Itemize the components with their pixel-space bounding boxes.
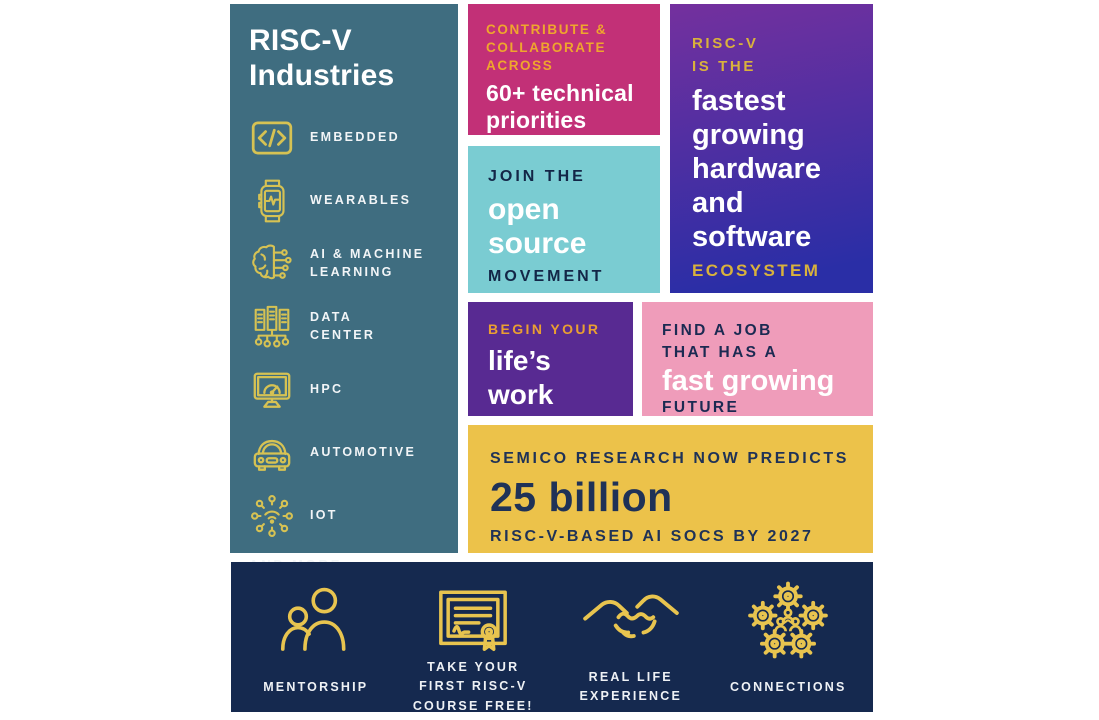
footer-label: TAKE YOUR FIRST RISC-V COURSE FREE! [412, 659, 534, 713]
industry-item-automotive: AUTOMOTIVE [249, 431, 444, 475]
find-job-tile: FIND A JOB THAT HAS A fast growing FUTUR… [642, 302, 873, 416]
ecosystem-highlight: fastest growing hardware and software [692, 85, 821, 253]
open-source-top: JOIN THE [488, 168, 586, 185]
lifes-work-highlight: life’s work [488, 345, 554, 410]
industry-item-embedded: EMBEDDED [249, 116, 444, 160]
connections-gears-icon [746, 578, 830, 663]
industry-item-wearables: WEARABLES [249, 179, 444, 223]
find-job-bottom: FUTURE [662, 399, 740, 417]
benefits-footer: MENTORSHIP TAKE YOUR FIRST RISC-V COURSE… [231, 562, 873, 713]
contribute-heading: CONTRIBUTE & COLLABORATE ACROSS [486, 22, 608, 73]
ecosystem-top: RISC-V IS THE [692, 35, 759, 75]
find-job-top: FIND A JOB THAT HAS A [662, 322, 779, 361]
footer-label: MENTORSHIP [263, 679, 369, 694]
industry-label: AI & MACHINE LEARNING [310, 247, 425, 279]
industry-label: IOT [310, 507, 338, 522]
data-center-icon [249, 304, 295, 350]
footer-label: CONNECTIONS [729, 679, 847, 694]
hpc-monitor-gauge-icon [249, 367, 295, 413]
industry-item-data-center: DATA CENTER [249, 305, 444, 349]
ecosystem-tile: RISC-V IS THE fastest growing hardware a… [670, 4, 873, 293]
prediction-highlight: 25 billion [490, 474, 673, 520]
industry-item-iot: IOT [249, 494, 444, 538]
footer-item-course: TAKE YOUR FIRST RISC-V COURSE FREE! [395, 578, 553, 713]
industry-item-hpc: HPC [249, 368, 444, 412]
contribute-tile: CONTRIBUTE & COLLABORATE ACROSS 60+ tech… [468, 4, 660, 135]
ecosystem-bottom: ECOSYSTEM [692, 260, 821, 280]
industries-panel: RISC-V Industries EMBEDDED [230, 4, 458, 572]
smartwatch-icon [249, 178, 295, 224]
industry-label: DATA CENTER [310, 310, 376, 342]
open-source-tile: JOIN THE open source MOVEMENT [468, 146, 660, 293]
industry-label: EMBEDDED [310, 129, 400, 144]
handshake-icon [581, 578, 681, 663]
find-job-highlight: fast growing [662, 365, 835, 397]
open-source-highlight: open source [488, 193, 587, 260]
footer-item-connections: CONNECTIONS [710, 578, 868, 712]
contribute-highlight: 60+ technical priorities [486, 80, 634, 133]
iot-wifi-network-icon [249, 493, 295, 539]
industries-title: RISC-V Industries [249, 24, 395, 92]
prediction-bottom: RISC-V-BASED AI SOCS BY 2027 [490, 528, 814, 545]
industry-item-ai-ml: AI & MACHINE LEARNING [249, 242, 444, 286]
mentorship-people-icon [277, 578, 355, 663]
footer-label: REAL LIFE EXPERIENCE [579, 669, 683, 704]
certificate-icon [435, 578, 511, 662]
industry-label: HPC [310, 381, 344, 396]
lifes-work-tile: BEGIN YOUR life’s work [468, 302, 633, 416]
prediction-top: SEMICO RESEARCH NOW PREDICTS [490, 450, 850, 467]
open-source-bottom: MOVEMENT [488, 268, 605, 286]
industry-label: WEARABLES [310, 192, 412, 207]
lifes-work-top: BEGIN YOUR [488, 321, 601, 337]
embedded-code-icon [249, 115, 295, 161]
footer-item-mentorship: MENTORSHIP [237, 578, 395, 712]
automotive-car-icon [249, 430, 295, 476]
industry-label: AUTOMOTIVE [310, 444, 417, 459]
footer-item-experience: REAL LIFE EXPERIENCE [552, 578, 710, 712]
ai-brain-circuit-icon [249, 241, 295, 287]
prediction-tile: SEMICO RESEARCH NOW PREDICTS 25 billion … [468, 425, 873, 553]
